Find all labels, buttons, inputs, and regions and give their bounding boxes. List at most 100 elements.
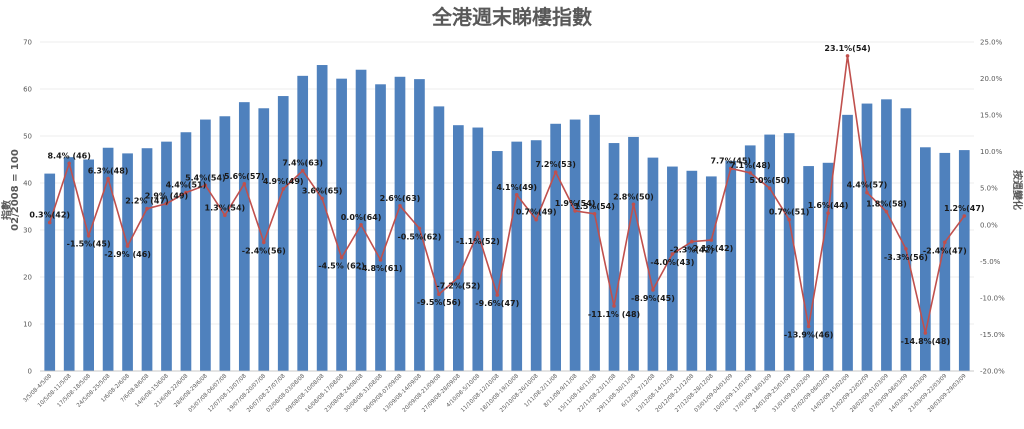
- line-series-path: [48, 55, 965, 334]
- bar-series: [44, 65, 970, 372]
- x-tick-label: 10/5/08-11/5/08: [37, 373, 73, 409]
- bar: [958, 150, 970, 371]
- data-label: 7.2%(53): [535, 160, 576, 169]
- line-point: [943, 240, 947, 245]
- bar: [530, 140, 542, 371]
- data-label: 1.8%(58): [866, 200, 907, 209]
- data-label: -2.4%(56): [242, 246, 286, 255]
- data-label: 23.1%(54): [824, 44, 870, 53]
- line-point: [651, 288, 655, 292]
- data-label: 5.6%(57): [224, 172, 265, 181]
- line-point: [106, 176, 110, 181]
- bar: [881, 99, 892, 371]
- data-label: 0.7%(49): [516, 208, 557, 217]
- bar: [491, 151, 503, 371]
- bar: [394, 76, 406, 371]
- line-point: [320, 196, 324, 201]
- bar: [803, 166, 814, 371]
- data-label: 3.6%(65): [302, 186, 343, 195]
- x-tick-label: 28/03/09-29/03/09: [927, 373, 968, 414]
- bar: [453, 125, 464, 371]
- data-label: 6.3%(48): [88, 167, 129, 176]
- data-label: -0.5%(62): [397, 232, 441, 241]
- data-label: 0.0%(64): [341, 213, 382, 222]
- data-label: -9.6%(47): [475, 299, 519, 308]
- bar: [433, 106, 445, 371]
- data-label: 5.0%(50): [749, 176, 790, 185]
- data-label: -8.9%(45): [631, 294, 675, 303]
- line-point: [845, 54, 850, 58]
- x-tick-label: 6/12/08-7/12/08: [621, 373, 657, 409]
- line-point: [748, 171, 753, 175]
- bar: [861, 103, 873, 371]
- bar: [141, 148, 153, 371]
- x-tick-label: 14/6/08-15/6/08: [134, 373, 170, 409]
- x-tick-label: 21/6/08-22/6/08: [154, 373, 190, 409]
- line-point: [826, 211, 830, 215]
- bar: [258, 108, 270, 372]
- bar: [783, 133, 795, 371]
- bar: [511, 141, 523, 371]
- bar: [355, 69, 367, 371]
- bar: [647, 157, 659, 371]
- y2-tick-label: 10.0%: [980, 148, 1003, 156]
- bar: [628, 136, 639, 371]
- data-label: 7.1%(48): [730, 161, 771, 170]
- y2-tick-label: -5.0%: [980, 258, 1001, 266]
- data-label: 5.4%(54): [185, 173, 226, 182]
- data-label: 7.7%(45): [710, 156, 751, 165]
- data-label: 4.4%(51): [166, 181, 207, 190]
- line-point: [456, 275, 461, 280]
- data-label: 4.1%(49): [496, 183, 537, 192]
- y2-tick-label: -10.0%: [980, 294, 1005, 302]
- bar: [705, 176, 717, 371]
- line-point: [47, 220, 52, 225]
- line-point: [592, 212, 597, 216]
- bar: [122, 153, 133, 371]
- data-label: -4.5% (62): [318, 262, 365, 271]
- data-label: 1.5%(54): [574, 202, 615, 211]
- bar: [277, 96, 289, 372]
- y-axis-title-group: 02/2008 = 100: [10, 149, 21, 231]
- y-tick-label: 30: [23, 227, 32, 235]
- line-point: [125, 244, 130, 248]
- line-point: [164, 201, 169, 206]
- data-label: -2.9% (46): [104, 250, 151, 259]
- line-point: [904, 247, 908, 251]
- y2-tick-label: 20.0%: [980, 75, 1003, 83]
- bar: [686, 170, 698, 371]
- y2-axis-title-group: 按週變化: [1011, 170, 1024, 210]
- line-point: [553, 170, 558, 174]
- y2-tick-label: 0.0%: [980, 221, 998, 229]
- line-point: [631, 202, 636, 207]
- data-label: 2.8%(50): [613, 192, 654, 201]
- data-label: -4.8%(61): [359, 264, 403, 273]
- line-point: [417, 226, 422, 231]
- x-tick-label: 4/10/08-5/10/08: [446, 373, 482, 409]
- line-point: [884, 209, 889, 214]
- y-tick-label: 20: [23, 274, 32, 282]
- line-point: [573, 209, 577, 213]
- line-point: [728, 166, 733, 171]
- line-point: [86, 233, 91, 238]
- data-label: -2.3%(42): [670, 246, 714, 255]
- y2-tick-label: 5.0%: [980, 185, 998, 193]
- y2-tick-label: -20.0%: [980, 368, 1005, 376]
- bar: [550, 123, 561, 371]
- data-label: -1.5%(45): [67, 240, 111, 249]
- bar: [822, 162, 834, 371]
- line-point: [806, 324, 811, 329]
- bar: [375, 84, 386, 372]
- y-tick-label: 10: [23, 321, 32, 329]
- line-point: [145, 206, 149, 211]
- line-point: [923, 331, 928, 335]
- line-point: [339, 255, 344, 260]
- y-tick-label: 0: [28, 368, 32, 376]
- bar: [900, 108, 912, 372]
- line-point: [223, 213, 227, 218]
- data-label: 1.2%(47): [944, 204, 985, 213]
- line-point: [670, 252, 675, 256]
- data-label: -14.8%(48): [901, 337, 951, 346]
- bar: [569, 119, 581, 371]
- line-point: [359, 222, 363, 227]
